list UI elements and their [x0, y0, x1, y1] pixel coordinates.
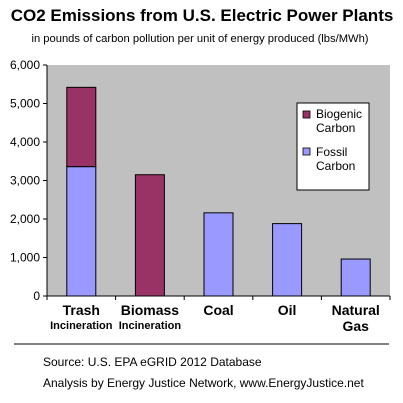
y-tick-label: 4,000	[10, 135, 40, 149]
bar-segment-biogenic-carbon	[66, 86, 97, 168]
legend-swatch-fossil	[302, 147, 311, 156]
legend-label-fossil: Fossil	[316, 145, 347, 159]
x-category-label: Trash	[63, 302, 100, 318]
x-category-label: Biomass	[121, 302, 180, 318]
x-category-label: Coal	[203, 302, 233, 318]
x-category-label-line2: Gas	[342, 318, 369, 334]
bar-segment-fossil-carbon	[203, 212, 234, 297]
footer-source: Source: U.S. EPA eGRID 2012 Database	[43, 355, 262, 369]
y-tick-label: 5,000	[10, 97, 40, 111]
y-tick-label: 3,000	[10, 174, 40, 188]
y-tick-label: 2,000	[10, 212, 40, 226]
chart-title: CO2 Emissions from U.S. Electric Power P…	[11, 6, 394, 25]
x-category-label: Natural	[332, 302, 380, 318]
x-category-label-line2: Incineration	[119, 320, 182, 332]
legend-swatch-biogenic	[302, 110, 311, 119]
legend-label-biogenic-2: Carbon	[316, 121, 355, 135]
chart-subtitle: in pounds of carbon pollution per unit o…	[31, 33, 368, 45]
y-tick-label: 6,000	[10, 58, 40, 72]
legend-label-biogenic: Biogenic	[316, 107, 362, 121]
footer-analysis: Analysis by Energy Justice Network, www.…	[43, 376, 364, 390]
bar-segment-biogenic-carbon	[134, 174, 165, 297]
y-tick-label: 1,000	[10, 251, 40, 265]
x-category-label-line2: Incineration	[50, 320, 113, 332]
bar-segment-fossil-carbon	[272, 223, 303, 297]
bar-segment-fossil-carbon	[340, 258, 371, 297]
legend-label-fossil-2: Carbon	[316, 159, 355, 173]
legend: Biogenic Carbon Fossil Carbon	[296, 102, 370, 191]
x-axis: Trash Incineration Biomass Incineration Coal…	[46, 295, 391, 334]
bar-segment-fossil-carbon	[66, 166, 97, 297]
x-category-label: Oil	[278, 302, 297, 318]
y-axis: 0 1,000 2,000 3,000 4,000 5,000 6,000	[10, 58, 48, 303]
bars	[66, 86, 371, 297]
y-tick-label: 0	[33, 289, 40, 303]
